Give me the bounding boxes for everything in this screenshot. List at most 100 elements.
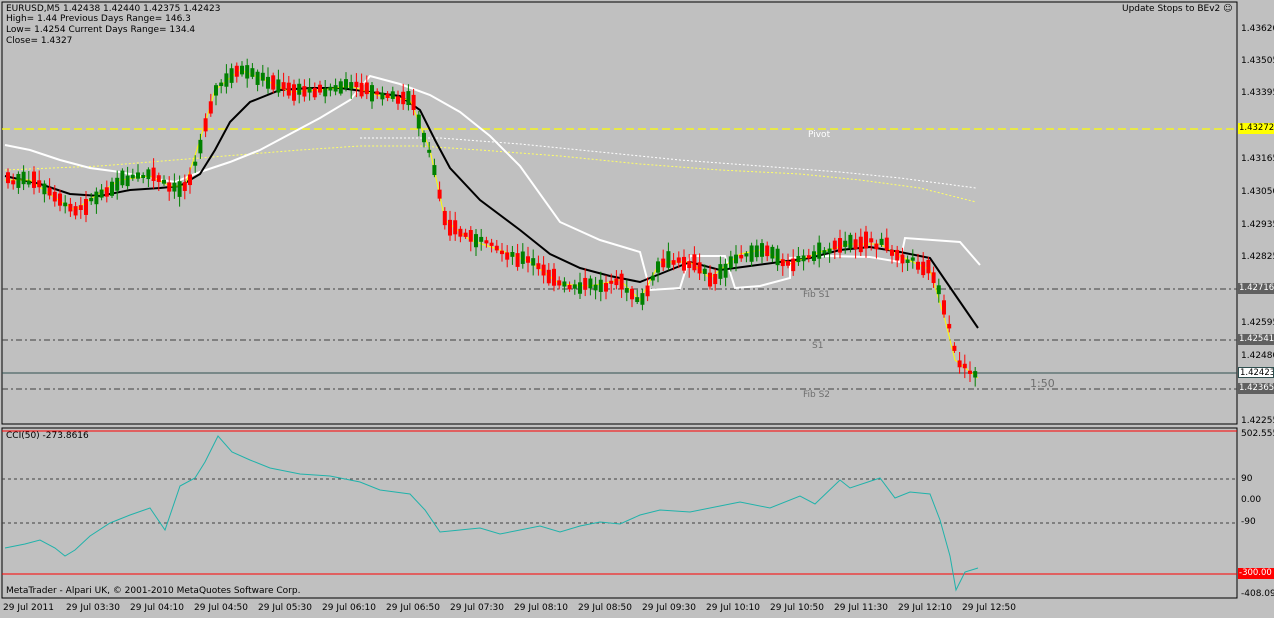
candle-body	[879, 238, 884, 245]
cci-tick: 0.00	[1241, 495, 1262, 505]
candle-body	[858, 236, 863, 253]
candle-body	[567, 284, 572, 290]
candle-body	[432, 165, 437, 176]
candle-body	[765, 245, 770, 257]
candle-body	[572, 284, 577, 289]
candle-body	[203, 118, 208, 132]
candle-body	[78, 205, 83, 211]
candle-body	[843, 240, 848, 247]
candle-body	[474, 234, 478, 248]
update-stops-button[interactable]: Update Stops to BEv2 ☺	[1122, 4, 1233, 14]
candle-body	[73, 206, 78, 216]
candle-body	[827, 248, 832, 254]
candle-body	[500, 250, 504, 255]
candle-body	[312, 88, 317, 98]
candle-body	[84, 198, 88, 215]
candle-body	[250, 68, 255, 77]
candle-body	[910, 257, 915, 261]
price-tick: 1.42480	[1241, 351, 1274, 361]
candle-body	[635, 297, 640, 303]
time-tick: 29 Jul 06:50	[386, 603, 440, 613]
price-tick: 1.42595	[1241, 318, 1274, 328]
candle-body	[578, 282, 582, 294]
candle-body	[552, 268, 556, 286]
candle-body	[791, 258, 796, 272]
candle-body	[58, 193, 62, 206]
candle-body	[255, 71, 260, 85]
candle-body	[838, 238, 842, 253]
price-pane	[1, 1, 1238, 425]
candle-body	[520, 251, 525, 264]
cci-tick: 90	[1241, 474, 1253, 484]
candle-body	[780, 259, 785, 267]
candle-body	[6, 172, 10, 184]
candle-body	[713, 273, 718, 285]
candle-body	[661, 258, 666, 268]
candle-body	[702, 268, 707, 274]
candle-body	[390, 91, 395, 99]
candle-body	[515, 253, 520, 267]
time-tick: 29 Jul 2011	[3, 603, 54, 613]
candle-body	[359, 82, 364, 97]
cci-tick: -408.09	[1241, 589, 1274, 599]
candle-body	[708, 272, 712, 287]
time-tick: 29 Jul 11:30	[834, 603, 888, 613]
candle-body	[526, 256, 530, 263]
candle-body	[822, 250, 827, 254]
candle-body	[864, 231, 868, 249]
candle-body	[494, 245, 499, 251]
pivot-price-tag: 1.43272	[1238, 123, 1274, 134]
candle-body	[931, 272, 936, 284]
candle-body	[266, 76, 270, 89]
price-tick: 1.43395	[1241, 88, 1274, 98]
high-range-info: High= 1.44 Previous Days Range= 146.3	[6, 14, 191, 24]
candle-body	[240, 65, 244, 75]
candle-body	[973, 371, 978, 378]
candle-body	[115, 177, 120, 191]
candlesticks	[6, 58, 978, 387]
candle-body	[188, 174, 192, 186]
candle-body	[302, 86, 307, 97]
candle-body	[754, 245, 759, 258]
candle-body	[110, 181, 114, 196]
candle-body	[656, 261, 660, 273]
candle-body	[276, 79, 281, 93]
candle-body	[786, 261, 790, 266]
cci-tick: 502.5556	[1241, 429, 1274, 439]
candle-body	[739, 254, 744, 259]
candle-body	[890, 249, 894, 256]
candle-body	[806, 255, 811, 259]
candle-body	[208, 101, 213, 114]
candle-body	[68, 203, 73, 212]
candle-body	[136, 172, 140, 179]
candle-body	[744, 253, 749, 257]
candle-body	[364, 82, 369, 95]
candle-body	[63, 202, 68, 207]
candle-body	[968, 370, 972, 374]
candle-body	[16, 173, 21, 188]
price-tick: 1.43165	[1241, 154, 1274, 164]
candle-body	[905, 259, 910, 263]
candle-body	[682, 256, 686, 271]
candle-body	[604, 283, 608, 292]
candle-body	[453, 220, 458, 235]
time-tick: 29 Jul 10:50	[770, 603, 824, 613]
candle-body	[723, 263, 728, 278]
candle-body	[271, 75, 276, 90]
time-tick: 29 Jul 10:10	[706, 603, 760, 613]
time-tick: 29 Jul 08:50	[578, 603, 632, 613]
candle-body	[598, 279, 603, 292]
candle-body	[281, 82, 286, 90]
candle-body	[245, 65, 250, 79]
candle-body	[957, 360, 962, 368]
candle-body	[349, 82, 354, 90]
candle-body	[895, 249, 900, 261]
cci-tick: -90	[1241, 517, 1256, 527]
candle-body	[427, 149, 432, 153]
candle-body	[260, 72, 265, 81]
price-tick: 1.43620	[1241, 24, 1274, 34]
candle-body	[37, 180, 42, 188]
candle-body	[318, 84, 322, 93]
price-tick: 1.43505	[1241, 56, 1274, 66]
